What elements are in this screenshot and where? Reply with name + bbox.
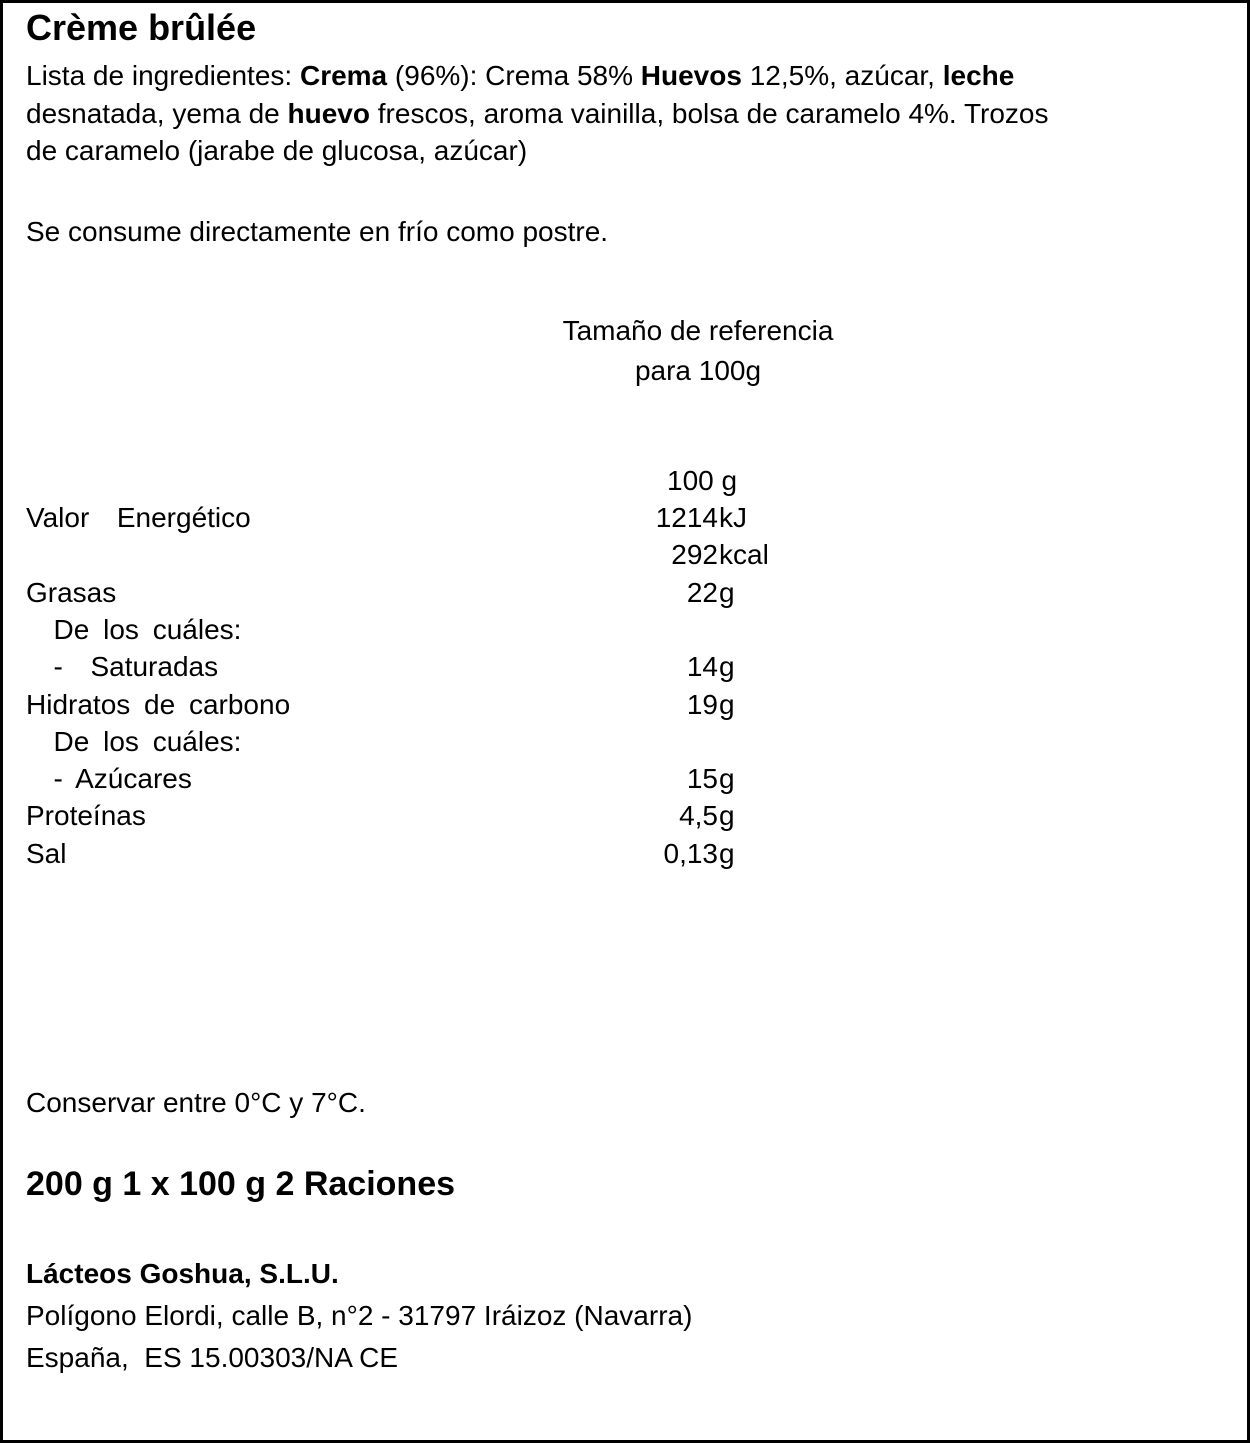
nutrient-value: 0,13 xyxy=(663,837,719,869)
nutrition-column-header: 100 g xyxy=(667,465,738,496)
product-title: Crème brûlée xyxy=(26,7,257,48)
ingredients-line: Lista de ingredientes: Crema (96%): Crem… xyxy=(26,57,1049,95)
nutrition-row: Sal 0,13 g xyxy=(3,835,1247,872)
nutrient-value: 14 xyxy=(686,651,718,683)
nutrient-value: 4,5 xyxy=(679,800,718,832)
company-name: Lácteos Goshua, S.L.U. xyxy=(26,1258,339,1289)
highlighted-ingredient: leche xyxy=(942,60,1015,91)
highlighted-ingredient: huevo xyxy=(287,97,370,129)
nutrient-value: 19 xyxy=(686,688,718,720)
reference-size-line2: para 100g xyxy=(634,355,762,386)
usage-note: Se consume directamente en frío como pos… xyxy=(26,216,609,247)
highlighted-ingredient: Huevos xyxy=(640,60,742,91)
ingredients-line: de caramelo (jarabe de glucosa, azúcar) xyxy=(26,132,1049,170)
ingredients-list: Lista de ingredientes: Crema (96%): Crem… xyxy=(26,57,1049,170)
nutrient-unit: g xyxy=(719,688,735,720)
nutrient-label: De los cuáles: xyxy=(26,613,242,645)
nutrient-unit: g xyxy=(719,800,735,832)
nutrient-label: Grasas xyxy=(26,576,117,608)
nutrition-row: Proteínas 4,5 g xyxy=(3,797,1247,834)
nutrition-row: Hidratos de carbono 19 g xyxy=(3,686,1247,723)
nutrition-row: Valor Energético 1214 kJ xyxy=(3,499,1247,536)
ingredient-text: desnatada, yema de xyxy=(26,97,288,129)
reference-size-line1: Tamaño de referencia xyxy=(562,315,834,346)
company-registry: España, ES 15.00303/NA CE xyxy=(26,1342,399,1373)
nutrient-unit: kcal xyxy=(719,539,769,571)
nutrient-unit: kJ xyxy=(719,502,747,533)
nutrient-value: 1214 xyxy=(655,502,718,533)
nutrient-value: 292 xyxy=(671,539,718,571)
nutrient-value: 22 xyxy=(686,576,718,608)
nutrition-row: Grasas 22 g xyxy=(3,574,1247,611)
ingredient-text: frescos, aroma vainilla, bolsa de carame… xyxy=(369,97,1049,129)
nutrient-label: Hidratos de carbono xyxy=(26,688,291,720)
nutrient-value: 15 xyxy=(686,763,718,795)
nutrient-unit: g xyxy=(719,837,735,869)
nutrient-unit: g xyxy=(719,763,735,795)
nutrition-row: De los cuáles: xyxy=(3,611,1247,648)
nutrient-unit: g xyxy=(719,651,735,683)
nutrition-row: - Azúcares 15 g xyxy=(3,760,1247,797)
nutrient-unit: g xyxy=(719,576,735,608)
nutrition-row: 292 kcal xyxy=(3,536,1247,573)
nutrient-label: Sal xyxy=(26,837,67,869)
storage-note: Conservar entre 0°C y 7°C. xyxy=(26,1087,366,1118)
nutrient-label: Proteínas xyxy=(26,800,146,832)
package-info: 200 g 1 x 100 g 2 Raciones xyxy=(26,1165,456,1203)
nutrient-label: Valor Energético xyxy=(26,502,251,533)
nutrient-label: De los cuáles: xyxy=(26,725,242,757)
nutrient-label: - Saturadas xyxy=(26,651,219,683)
ingredient-text: de caramelo (jarabe de glucosa, azúcar) xyxy=(26,135,528,166)
ingredient-text: (96%): Crema 58% xyxy=(387,60,641,91)
nutrition-row: - Saturadas 14 g xyxy=(3,648,1247,685)
nutrition-row: De los cuáles: xyxy=(3,723,1247,760)
ingredient-text: 12,5%, azúcar, xyxy=(741,60,943,91)
ingredient-text: Lista de ingredientes: xyxy=(26,60,300,91)
highlighted-ingredient: Crema xyxy=(299,60,388,91)
company-address: Polígono Elordi, calle B, n°2 - 31797 Ir… xyxy=(26,1300,693,1331)
ingredients-line: desnatada, yema de huevo frescos, aroma … xyxy=(26,95,1049,133)
nutrient-label: - Azúcares xyxy=(26,763,192,795)
